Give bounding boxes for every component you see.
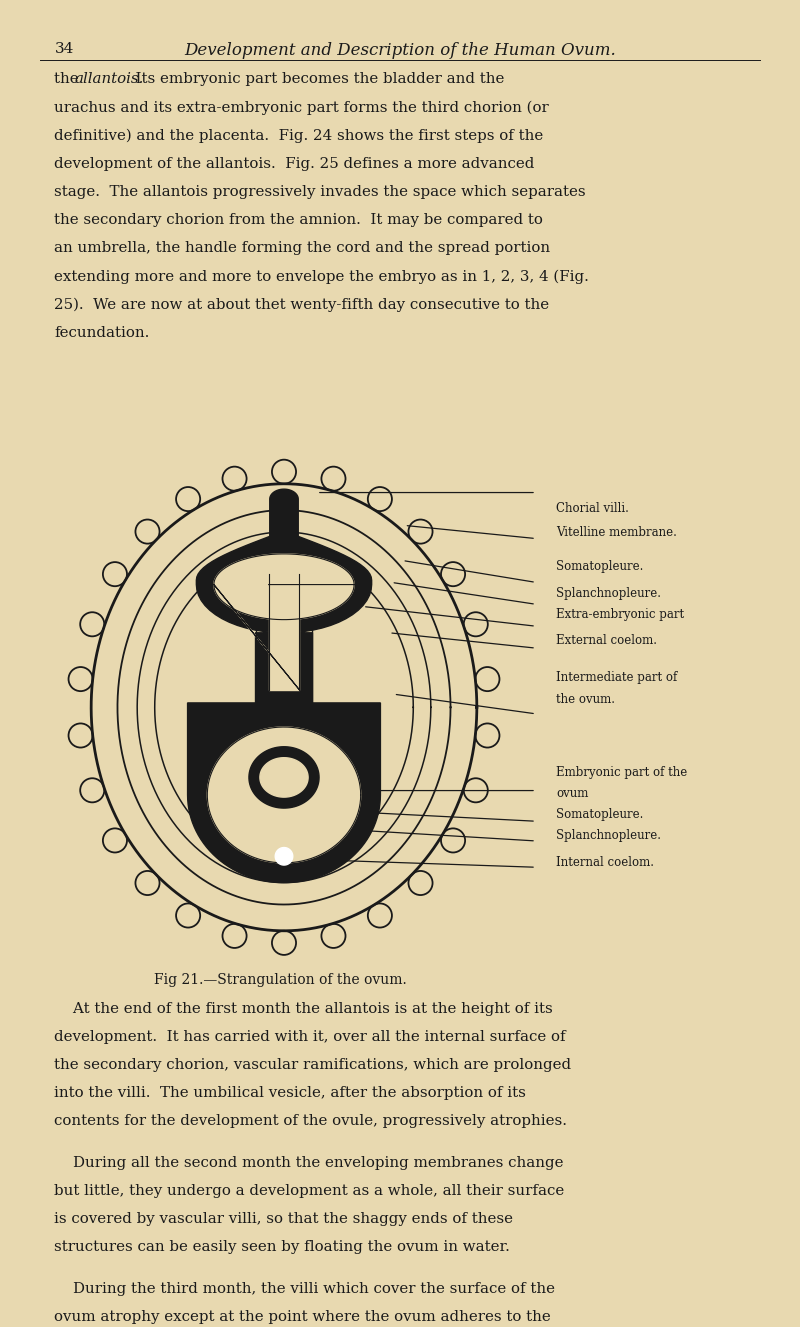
Text: an umbrella, the handle forming the cord and the spread portion: an umbrella, the handle forming the cord… [54, 242, 550, 255]
Text: External coelom.: External coelom. [556, 634, 657, 648]
Text: 25).  We are now at about thet wenty-fifth day consecutive to the: 25). We are now at about thet wenty-fift… [54, 297, 550, 312]
Text: Splanchnopleure.: Splanchnopleure. [556, 829, 661, 843]
Text: Embryonic part of the: Embryonic part of the [556, 766, 687, 779]
Polygon shape [187, 490, 381, 882]
Text: During all the second month the enveloping membranes change: During all the second month the envelopi… [54, 1156, 564, 1170]
Text: the: the [54, 72, 84, 86]
Text: Its embryonic part becomes the bladder and the: Its embryonic part becomes the bladder a… [126, 72, 505, 86]
Text: Somatopleure.: Somatopleure. [556, 560, 643, 573]
Text: into the villi.  The umbilical vesicle, after the absorption of its: into the villi. The umbilical vesicle, a… [54, 1087, 526, 1100]
Polygon shape [214, 553, 354, 690]
Text: is covered by vascular villi, so that the shaggy ends of these: is covered by vascular villi, so that th… [54, 1212, 514, 1226]
Polygon shape [275, 848, 293, 865]
Text: development.  It has carried with it, over all the internal surface of: development. It has carried with it, ove… [54, 1030, 566, 1044]
Text: Chorial villi.: Chorial villi. [556, 502, 629, 515]
Text: the secondary chorion, vascular ramifications, which are prolonged: the secondary chorion, vascular ramifica… [54, 1058, 571, 1072]
Text: Somatopleure.: Somatopleure. [556, 808, 643, 821]
Polygon shape [207, 727, 361, 863]
Text: stage.  The allantois progressively invades the space which separates: stage. The allantois progressively invad… [54, 184, 586, 199]
Text: but little, they undergo a development as a whole, all their surface: but little, they undergo a development a… [54, 1184, 565, 1198]
Text: Splanchnopleure.: Splanchnopleure. [556, 587, 661, 600]
Text: During the third month, the villi which cover the surface of the: During the third month, the villi which … [54, 1282, 555, 1295]
Text: Extra-embryonic part: Extra-embryonic part [556, 608, 684, 621]
Text: Development and Description of the Human Ovum.: Development and Description of the Human… [184, 42, 616, 58]
Text: development of the allantois.  Fig. 25 defines a more advanced: development of the allantois. Fig. 25 de… [54, 157, 534, 171]
Text: the ovum.: the ovum. [556, 693, 615, 706]
Text: the secondary chorion from the amnion.  It may be compared to: the secondary chorion from the amnion. I… [54, 212, 543, 227]
Text: extending more and more to envelope the embryo as in 1, 2, 3, 4 (Fig.: extending more and more to envelope the … [54, 269, 590, 284]
Text: Internal coelom.: Internal coelom. [556, 856, 654, 869]
Text: contents for the development of the ovule, progressively atrophies.: contents for the development of the ovul… [54, 1115, 567, 1128]
Text: ovum: ovum [556, 787, 588, 800]
Polygon shape [249, 747, 319, 808]
Text: ovum atrophy except at the point where the ovum adheres to the: ovum atrophy except at the point where t… [54, 1310, 551, 1324]
Text: urachus and its extra-embryonic part forms the third chorion (or: urachus and its extra-embryonic part for… [54, 101, 549, 115]
Polygon shape [269, 585, 299, 690]
Text: structures can be easily seen by floating the ovum in water.: structures can be easily seen by floatin… [54, 1241, 510, 1254]
Text: Fig 21.—Strangulation of the ovum.: Fig 21.—Strangulation of the ovum. [154, 974, 406, 987]
Text: Intermediate part of: Intermediate part of [556, 671, 678, 685]
Text: allantois.: allantois. [74, 72, 144, 86]
Text: 34: 34 [54, 42, 74, 56]
Text: At the end of the first month the allantois is at the height of its: At the end of the first month the allant… [54, 1002, 553, 1016]
Polygon shape [260, 758, 308, 798]
Text: definitive) and the placenta.  Fig. 24 shows the first steps of the: definitive) and the placenta. Fig. 24 sh… [54, 129, 544, 143]
Text: Vitelline membrane.: Vitelline membrane. [556, 525, 677, 539]
Text: fecundation.: fecundation. [54, 325, 150, 340]
